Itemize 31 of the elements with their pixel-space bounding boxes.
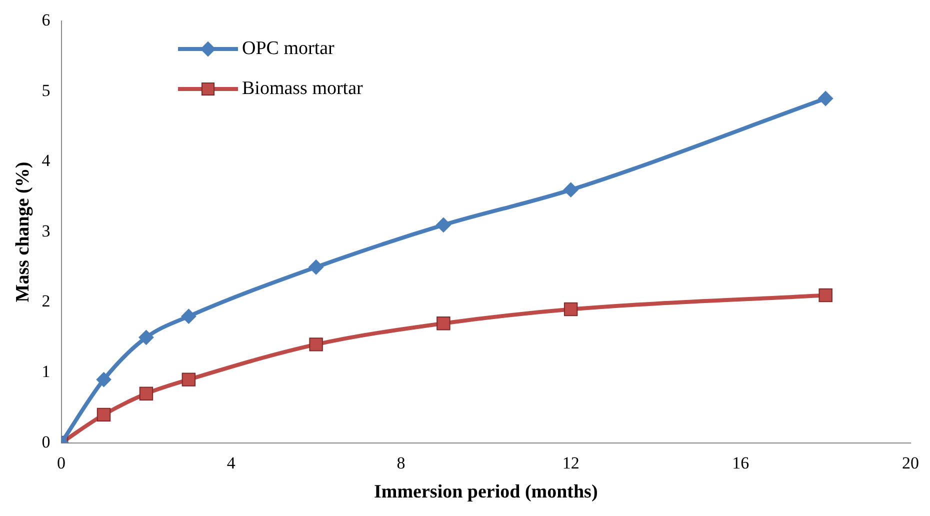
legend-label: OPC mortar xyxy=(242,38,334,60)
y-tick-label: 6 xyxy=(42,10,50,30)
point xyxy=(96,408,111,422)
point xyxy=(818,90,834,106)
x-axis-title: Immersion period (months) xyxy=(374,482,598,503)
point xyxy=(308,260,324,275)
y-axis-title: Mass change (%) xyxy=(12,162,34,302)
point xyxy=(564,302,578,316)
point xyxy=(139,386,154,400)
x-tick-label: 20 xyxy=(902,453,919,472)
y-tick-label: 1 xyxy=(42,362,50,381)
point xyxy=(181,308,196,324)
x-tick-label: 8 xyxy=(396,453,406,472)
y-tick-label: 0 xyxy=(42,432,50,452)
point xyxy=(138,330,154,345)
x-tick-label: 16 xyxy=(732,453,750,472)
point xyxy=(436,217,451,232)
legend-label: Biomass mortar xyxy=(242,78,363,100)
point xyxy=(182,372,196,386)
point xyxy=(436,316,450,330)
point xyxy=(818,288,832,302)
x-tick-label: 4 xyxy=(226,453,236,472)
point xyxy=(96,372,112,388)
x-tick-label: 12 xyxy=(562,453,580,472)
y-tick-label: 4 xyxy=(42,151,51,170)
x-tick-label: 0 xyxy=(57,453,66,472)
y-tick-label: 5 xyxy=(42,80,50,100)
y-tick-label: 3 xyxy=(42,221,50,240)
y-tick-label: 2 xyxy=(42,292,50,311)
point xyxy=(309,338,323,352)
point xyxy=(563,182,578,198)
